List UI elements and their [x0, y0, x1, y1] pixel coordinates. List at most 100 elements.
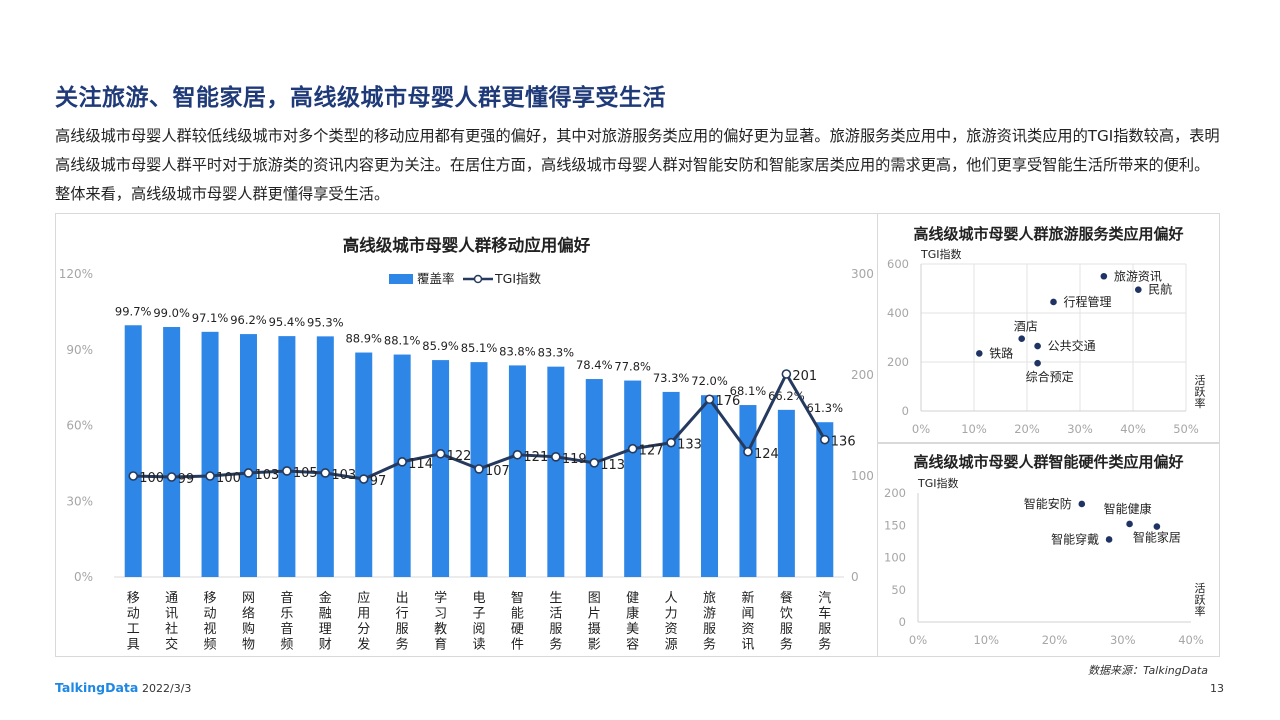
bar-value-label: 88.1% — [384, 334, 421, 348]
scatter-point — [1126, 520, 1133, 528]
point-label: 智能安防 — [1024, 496, 1072, 511]
page-description: 高线级城市母婴人群较低线级城市对多个类型的移动应用都有更强的偏好，其中对旅游服务… — [55, 127, 1220, 203]
x-axis-tick-label: 0% — [909, 633, 927, 647]
point-label: 酒店 — [1014, 320, 1038, 334]
category-label: 学习教育 — [434, 590, 447, 653]
point-label: 旅游资讯 — [1114, 269, 1162, 283]
left-axis-tick-label: 0% — [74, 570, 93, 584]
bar-value-label: 78.4% — [576, 358, 613, 372]
y-axis-tick-label: 0 — [899, 615, 906, 629]
bar-value-label: 95.3% — [307, 315, 344, 329]
category-label: 应用分发 — [357, 590, 370, 653]
bar-value-label: 85.9% — [422, 339, 459, 353]
tgi-value-label: 133 — [677, 438, 702, 453]
y-axis-tick-label: 0 — [902, 404, 909, 418]
smart-hw-chart-panel: 高线级城市母婴人群智能硬件类应用偏好 0 50 100 150 200 0% 10% 20% 3… — [877, 443, 1220, 657]
coverage-bar — [508, 365, 526, 577]
tgi-point — [435, 448, 446, 459]
left-axis-tick-label: 60% — [66, 419, 93, 433]
scatter-point — [1018, 335, 1025, 343]
category-label: 网络购物 — [242, 591, 255, 653]
tgi-value-label: 176 — [716, 394, 741, 409]
page-title: 关注旅游、智能家居，高线级城市母婴人群更懂得享受生活 — [55, 85, 666, 111]
right-axis-tick-label: 200 — [851, 368, 874, 382]
scatter-point — [1135, 286, 1142, 294]
page-number: 13 — [1210, 682, 1224, 695]
scatter-point — [1050, 298, 1057, 306]
point-label: 智能穿戴 — [1051, 531, 1099, 546]
category-label: 人力资源 — [665, 591, 678, 653]
point-label: 民航 — [1148, 282, 1172, 297]
bar-value-label: 99.0% — [153, 306, 190, 320]
point-label: 公共交通 — [1048, 338, 1096, 353]
x-axis-tick-label: 40% — [1120, 422, 1146, 436]
scatter-point — [1105, 536, 1113, 543]
scatter-point — [1034, 342, 1041, 350]
smart-hw-chart-title: 高线级城市母婴人群智能硬件类应用偏好 — [913, 453, 1184, 471]
bar-value-label: 88.9% — [345, 332, 382, 346]
tgi-value-label: 122 — [447, 449, 472, 464]
tgi-point — [358, 474, 369, 484]
right-axis-tick-label: 100 — [851, 469, 874, 483]
left-axis-tick-label: 120% — [59, 267, 93, 281]
category-label: 图片摄影 — [588, 591, 601, 653]
tgi-point — [166, 472, 177, 482]
left-axis-tick-label: 90% — [66, 343, 93, 357]
bar-value-label: 83.3% — [538, 346, 575, 360]
tgi-point — [781, 369, 792, 379]
point-label: 行程管理 — [1064, 294, 1112, 309]
tgi-value-label: 121 — [523, 450, 548, 465]
category-label: 餐饮服务 — [780, 590, 793, 653]
y-axis-title: TGI指数 — [920, 247, 962, 261]
category-label: 汽车服务 — [818, 591, 831, 653]
bar-value-label: 73.3% — [653, 371, 690, 385]
coverage-bar — [777, 409, 795, 577]
coverage-bar — [316, 336, 334, 577]
y-axis-tick-label: 150 — [884, 518, 906, 532]
tgi-point — [551, 452, 561, 462]
x-axis-tick-label: 10% — [973, 633, 999, 647]
category-label: 健康美容 — [626, 591, 639, 653]
category-label: 电子阅读 — [472, 591, 485, 653]
tgi-value-label: 99 — [178, 472, 195, 487]
tgi-value-label: 201 — [792, 369, 817, 384]
legend-tgi-label: TGI指数 — [494, 271, 542, 286]
report-date: 2022/3/3 — [142, 682, 192, 695]
bar-value-label: 77.8% — [614, 360, 651, 374]
tgi-value-label: 119 — [562, 452, 587, 467]
x-axis-tick-label: 20% — [1014, 422, 1040, 436]
app-preference-chart-panel: 高线级城市母婴人群移动应用偏好 0% 30% 60% 90% 120% 0 100 200 30… — [55, 213, 878, 657]
tgi-point — [666, 437, 676, 448]
tgi-value-label: 105 — [293, 466, 318, 481]
coverage-bar — [547, 366, 565, 577]
coverage-bar — [239, 334, 257, 577]
tgi-point — [282, 466, 292, 476]
left-axis-tick-label: 30% — [66, 494, 93, 508]
coverage-bar — [432, 360, 450, 577]
right-axis-tick-label: 0 — [851, 570, 859, 584]
tgi-point — [205, 471, 215, 481]
category-label: 音乐音频 — [280, 590, 293, 653]
tgi-value-label: 100 — [216, 471, 241, 486]
coverage-bar — [201, 331, 219, 577]
legend-coverage-label: 覆盖率 — [417, 271, 455, 286]
category-label: 生活服务 — [549, 591, 562, 653]
tgi-value-label: 103 — [254, 468, 279, 483]
y-axis-tick-label: 600 — [887, 257, 909, 271]
tgi-point — [243, 468, 254, 478]
x-axis-tick-label: 30% — [1067, 422, 1093, 436]
coverage-bar — [816, 422, 834, 577]
coverage-bar — [624, 380, 642, 577]
bar-value-label: 85.1% — [461, 341, 498, 355]
tgi-point — [819, 434, 830, 445]
category-label: 出行服务 — [396, 591, 409, 653]
tgi-value-label: 127 — [639, 444, 664, 459]
y-axis-tick-label: 400 — [887, 306, 909, 320]
bar-value-label: 72.0% — [691, 374, 728, 388]
bar-value-label: 61.3% — [807, 401, 844, 415]
coverage-bar — [278, 336, 296, 577]
travel-chart-panel: 高线级城市母婴人群旅游服务类应用偏好 0 200 400 600 0% 10% 20% 30%… — [877, 213, 1220, 443]
category-label: 移动工具 — [127, 591, 140, 653]
scatter-point — [1034, 359, 1041, 367]
